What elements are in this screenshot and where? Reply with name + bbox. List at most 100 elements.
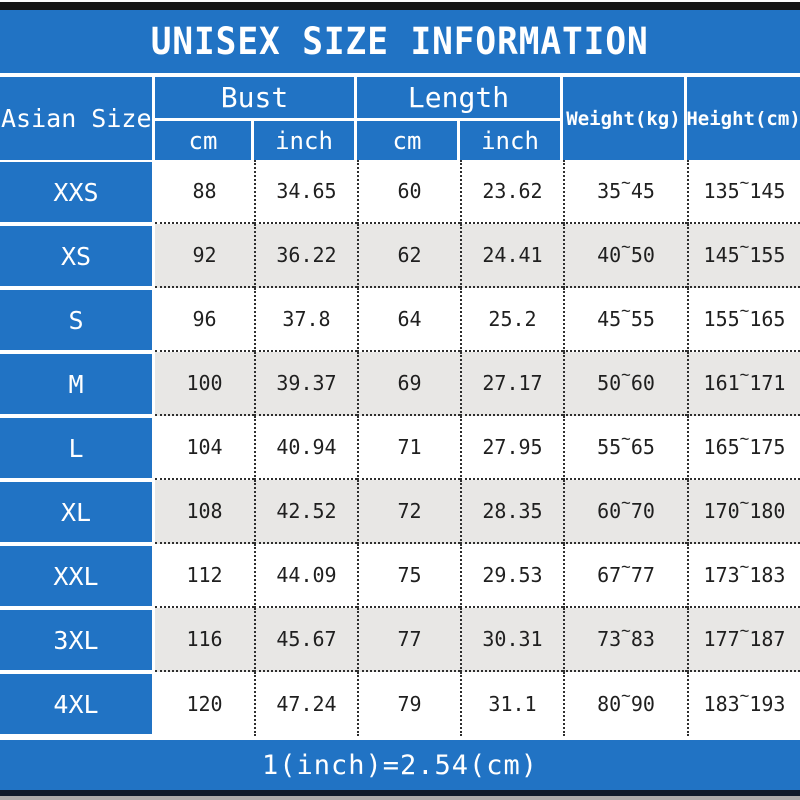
weight-range-min: 55 [597, 435, 622, 459]
cell-len_inch: 25.2 [460, 288, 563, 352]
size-label: M [0, 352, 155, 416]
height-range: 165 ~175 [687, 416, 800, 480]
weight-range-max: 65 [630, 435, 655, 459]
cell-len_cm: 75 [357, 544, 460, 608]
tilde-symbol: ~ [739, 685, 750, 705]
height-range-min: 145 [703, 243, 740, 267]
cell-bust_cm: 120 [155, 672, 254, 736]
cell-len_inch: 23.62 [460, 160, 563, 224]
height-range: 145 ~155 [687, 224, 800, 288]
header-length-inch: inch [460, 121, 563, 160]
weight-range: 40 ~50 [563, 224, 687, 288]
cell-len_cm: 64 [357, 288, 460, 352]
size-label: XL [0, 480, 155, 544]
cell-bust_cm: 116 [155, 608, 254, 672]
weight-range: 50 ~60 [563, 352, 687, 416]
footer-bar: 1(inch)=2.54(cm) [0, 740, 800, 790]
tilde-symbol: ~ [621, 492, 631, 512]
header-bust-group: Bust [155, 77, 357, 121]
title-bar: UNISEX SIZE INFORMATION [0, 10, 800, 73]
table-header: Asian Size Bust Length cm inch cm inch W… [0, 77, 800, 160]
weight-range: 45 ~55 [563, 288, 687, 352]
cell-bust_inch: 37.8 [254, 288, 357, 352]
header-asian-size: Asian Size [0, 77, 155, 160]
cell-len_inch: 27.95 [460, 416, 563, 480]
height-range-min: 161 [703, 371, 740, 395]
height-range: 177 ~187 [687, 608, 800, 672]
table-row: S 96 37.8 64 25.2 45 ~55 155 ~165 [0, 288, 800, 352]
height-range-max: 155 [749, 243, 786, 267]
height-range-min: 165 [703, 435, 740, 459]
header-height: Height(cm) [686, 77, 800, 160]
height-range-min: 155 [703, 307, 740, 331]
table-row: L 104 40.94 71 27.95 55 ~65 165 ~175 [0, 416, 800, 480]
cell-bust_cm: 112 [155, 544, 254, 608]
table-row: XXL 112 44.09 75 29.53 67 ~77 173 ~183 [0, 544, 800, 608]
cell-bust_cm: 96 [155, 288, 254, 352]
page-title: UNISEX SIZE INFORMATION [151, 20, 649, 63]
cell-len_cm: 69 [357, 352, 460, 416]
cell-len_inch: 31.1 [460, 672, 563, 736]
height-range-max: 193 [749, 692, 786, 716]
cell-bust_cm: 100 [155, 352, 254, 416]
cell-bust_inch: 47.24 [254, 672, 357, 736]
tilde-symbol: ~ [739, 428, 750, 448]
table-row: XL 108 42.52 72 28.35 60 ~70 170 ~180 [0, 480, 800, 544]
bottom-navy-bar [0, 790, 800, 796]
header-separator-line [0, 73, 800, 77]
height-range: 135 ~145 [687, 160, 800, 224]
tilde-symbol: ~ [739, 556, 750, 576]
conversion-note: 1(inch)=2.54(cm) [261, 749, 539, 781]
weight-range: 35 ~45 [563, 160, 687, 224]
size-label: XXS [0, 160, 155, 224]
tilde-symbol: ~ [739, 620, 750, 640]
weight-range-max: 70 [630, 499, 655, 523]
tilde-symbol: ~ [621, 300, 631, 320]
header-length-group: Length [357, 77, 563, 121]
height-range-max: 183 [749, 563, 786, 587]
weight-range-min: 50 [597, 371, 622, 395]
top-edge-line [0, 0, 800, 2]
height-range-max: 175 [749, 435, 786, 459]
weight-range-min: 67 [597, 563, 622, 587]
weight-range-min: 73 [597, 627, 622, 651]
height-range-min: 177 [703, 627, 740, 651]
tilde-symbol: ~ [739, 236, 750, 256]
cell-bust_inch: 42.52 [254, 480, 357, 544]
tilde-symbol: ~ [621, 364, 631, 384]
height-range: 173 ~183 [687, 544, 800, 608]
height-range-max: 171 [749, 371, 786, 395]
weight-range: 55 ~65 [563, 416, 687, 480]
weight-range: 80 ~90 [563, 672, 687, 736]
weight-range: 73 ~83 [563, 608, 687, 672]
height-range-min: 183 [703, 692, 740, 716]
weight-range-max: 55 [630, 307, 655, 331]
cell-bust_inch: 44.09 [254, 544, 357, 608]
tilde-symbol: ~ [739, 364, 750, 384]
cell-bust_cm: 92 [155, 224, 254, 288]
height-range-max: 187 [749, 627, 786, 651]
cell-bust_inch: 36.22 [254, 224, 357, 288]
cell-bust_cm: 104 [155, 416, 254, 480]
table-body: XXS 88 34.65 60 23.62 35 ~45 135 ~145 XS 92 36.22 62… [0, 160, 800, 736]
cell-bust_inch: 45.67 [254, 608, 357, 672]
cell-len_cm: 62 [357, 224, 460, 288]
table-row: XS 92 36.22 62 24.41 40 ~50 145 ~155 [0, 224, 800, 288]
size-label: 3XL [0, 608, 155, 672]
size-label: XXL [0, 544, 155, 608]
height-range-min: 173 [703, 563, 740, 587]
height-range-max: 165 [749, 307, 786, 331]
size-label: 4XL [0, 672, 155, 736]
header-bust-cm: cm [155, 121, 254, 160]
tilde-symbol: ~ [621, 556, 631, 576]
cell-len_inch: 27.17 [460, 352, 563, 416]
table-row: 4XL 120 47.24 79 31.1 80 ~90 183 ~193 [0, 672, 800, 736]
cell-len_cm: 79 [357, 672, 460, 736]
height-range-max: 180 [749, 499, 786, 523]
tilde-symbol: ~ [739, 492, 750, 512]
cell-len_cm: 77 [357, 608, 460, 672]
height-range: 155 ~165 [687, 288, 800, 352]
height-range-min: 170 [703, 499, 740, 523]
weight-range-max: 45 [630, 179, 655, 203]
